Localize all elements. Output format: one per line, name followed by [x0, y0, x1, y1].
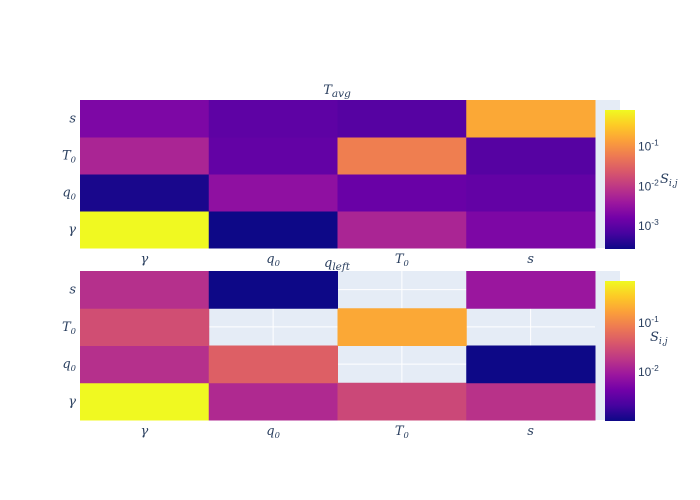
colorbar-title: Si,j	[650, 330, 668, 347]
heatmap-cell[interactable]	[208, 211, 338, 249]
chart-title: Tavg	[323, 83, 351, 100]
y-tick-label: T0	[62, 149, 77, 165]
colorbar-title: Si,j	[660, 172, 678, 189]
x-tick-label: s	[527, 252, 534, 267]
colorbar-tick-label: 10-1	[638, 314, 659, 330]
heatmap-cell[interactable]	[466, 211, 596, 249]
x-tick-label: γ	[140, 252, 148, 267]
y-tick-label: T0	[62, 320, 77, 336]
heatmap-cell[interactable]	[337, 211, 467, 249]
x-tick-label: q0	[266, 424, 280, 440]
heatmap-cell[interactable]	[337, 174, 467, 212]
colorbar	[605, 281, 635, 421]
x-tick-label: T0	[395, 424, 410, 440]
heatmap-cell[interactable]	[80, 100, 210, 138]
heatmap-cell[interactable]	[337, 137, 467, 175]
heatmap-cell[interactable]	[466, 382, 596, 421]
heatmap-cell[interactable]	[208, 100, 338, 138]
colorbar-tick-label: 10-2	[638, 363, 659, 379]
heatmap-cell[interactable]	[80, 271, 210, 309]
heatmap-cell[interactable]	[337, 308, 467, 346]
heatmap-cell[interactable]	[80, 211, 210, 249]
colorbar-tick-label: 10-2	[638, 177, 659, 193]
y-tick-label: s	[69, 112, 76, 127]
heatmap-cell[interactable]	[466, 174, 596, 212]
colorbar-tick-label: 10-3	[638, 217, 659, 233]
chart-title: qleft	[324, 256, 351, 273]
heatmap-cell[interactable]	[208, 271, 338, 309]
heatmap-cell[interactable]	[80, 174, 210, 212]
heatmap-cell[interactable]	[208, 345, 338, 384]
heatmap-cell[interactable]	[337, 100, 467, 138]
heatmap-cell[interactable]	[208, 174, 338, 212]
heatmap-cell[interactable]	[466, 100, 596, 138]
x-tick-label: q0	[266, 252, 280, 268]
colorbar-tick-label: 10-1	[638, 138, 659, 154]
heatmap-cell[interactable]	[466, 137, 596, 175]
heatmap-cell[interactable]	[208, 137, 338, 175]
heatmap-cell[interactable]	[80, 137, 210, 175]
y-tick-label: s	[69, 283, 76, 298]
heatmap-cell[interactable]	[208, 382, 338, 421]
colorbar	[605, 110, 635, 249]
y-tick-label: q0	[62, 186, 76, 202]
heatmap-cell[interactable]	[80, 345, 210, 384]
heatmap-cell[interactable]	[466, 271, 596, 309]
x-tick-label: γ	[140, 424, 148, 439]
heatmap-cell[interactable]	[80, 382, 210, 421]
heatmap-cell[interactable]	[337, 382, 467, 421]
x-tick-label: T0	[395, 252, 410, 268]
y-tick-label: q0	[62, 357, 76, 373]
x-tick-label: s	[527, 424, 534, 439]
heatmap-cell[interactable]	[466, 345, 596, 384]
y-tick-label: γ	[68, 223, 76, 238]
heatmap-cell[interactable]	[80, 308, 210, 346]
y-tick-label: γ	[68, 394, 76, 409]
